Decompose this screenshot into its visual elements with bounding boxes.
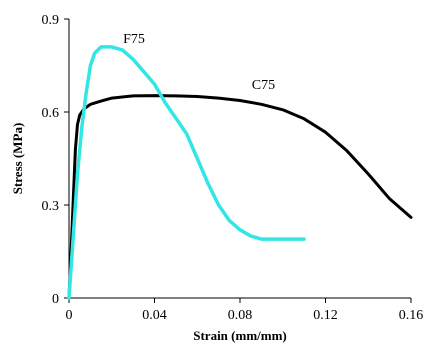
x-axis-title: Strain (mm/mm)	[193, 328, 287, 343]
series-line-c75	[67, 94, 413, 300]
x-tick-label: 0	[66, 308, 73, 323]
x-tick-label: 0.16	[399, 308, 424, 323]
x-tick-label: 0.08	[228, 308, 253, 323]
labels: 0 0.04 0.08 0.12 0.16 0 0.3 0.6 0.9 Strain (mm/mm…	[10, 13, 423, 343]
series	[67, 45, 413, 300]
axes	[68, 19, 411, 299]
x-tick-label: 0.04	[142, 308, 167, 323]
ticks	[64, 18, 412, 303]
y-tick-label: 0.9	[42, 13, 60, 28]
series-label-c75: C75	[252, 78, 275, 93]
series-line-f75	[67, 45, 306, 300]
series-label-f75: F75	[123, 32, 145, 47]
y-tick-label: 0.3	[42, 199, 60, 214]
y-tick-label: 0	[52, 292, 59, 307]
y-tick-label: 0.6	[42, 106, 60, 121]
x-tick-label: 0.12	[313, 308, 338, 323]
y-axis-title: Stress (MPa)	[10, 123, 25, 195]
